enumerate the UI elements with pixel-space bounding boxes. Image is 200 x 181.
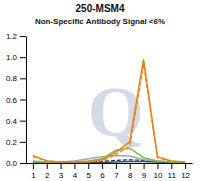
tick-mark [157,163,158,169]
tick-mark [33,163,34,169]
series-line [33,148,185,162]
tick-label: 1.0 [6,53,18,62]
tick: 7 [114,163,119,180]
x-axis: 123456789101112 [27,163,193,180]
y-axis: 0.0 0.2 0.4 0.6 0.8 1.0 1.2 [6,32,27,168]
tick-label: 6 [100,171,105,180]
tick-label: 9 [142,171,147,180]
tick-label: 11 [168,171,177,180]
tick-label: 12 [181,171,190,180]
tick-mark [61,163,62,169]
tick-mark [20,163,26,164]
tick-label: 8 [128,171,133,180]
tick-mark [20,121,26,122]
tick: 3 [59,163,64,180]
tick: 8 [128,163,133,180]
tick-mark [47,163,48,169]
tick: 2 [45,163,50,180]
tick-label: 0.0 [6,159,18,168]
tick: 0.4 [6,117,26,126]
tick: 4 [73,163,78,180]
tick-mark [20,57,26,58]
tick: 12 [181,163,190,180]
tick-label: 5 [87,171,92,180]
tick-mark [102,163,103,169]
tick: 10 [153,163,162,180]
tick-label: 4 [73,171,78,180]
tick-mark [130,163,131,169]
tick-mark [185,163,186,169]
tick-mark [144,163,145,169]
tick-label: 0.2 [6,138,18,147]
tick-mark [20,78,26,79]
tick: 5 [87,163,92,180]
tick: 11 [168,163,177,180]
tick-mark [20,142,26,143]
tick: 1 [31,163,36,180]
tick-label: 1.2 [6,32,18,41]
tick-mark [20,36,26,37]
tick: 1.2 [6,32,26,41]
tick: 9 [142,163,147,180]
tick-label: 7 [114,171,119,180]
chart-container: 250-MSM4 Non-Specific Antibody Signal <6%… [0,0,200,181]
plot-area [33,59,185,162]
tick-label: 1 [31,171,36,180]
tick-label: 3 [59,171,64,180]
series-line [33,65,185,162]
chart-svg: 250-MSM4 Non-Specific Antibody Signal <6%… [0,0,200,181]
tick-label: 0.6 [6,96,18,105]
axis-line [26,37,27,164]
tick-label: 0.4 [6,117,18,126]
tick: 1.0 [6,53,26,62]
tick-label: 0.8 [6,74,18,83]
series-line [33,59,185,162]
tick: 6 [100,163,105,180]
axis-line [27,163,193,164]
tick-mark [88,163,89,169]
tick: 0.6 [6,96,26,105]
tick-mark [171,163,172,169]
title: 250-MSM4 [76,3,125,14]
tick-mark [20,100,26,101]
tick-mark [74,163,75,169]
tick-label: 2 [45,171,50,180]
tick: 0.0 [6,159,26,168]
tick: 0.8 [6,74,26,83]
tick: 0.2 [6,138,26,147]
subtitle: Non-Specific Antibody Signal <6% [35,17,165,26]
tick-label: 10 [153,171,162,180]
tick-mark [116,163,117,169]
